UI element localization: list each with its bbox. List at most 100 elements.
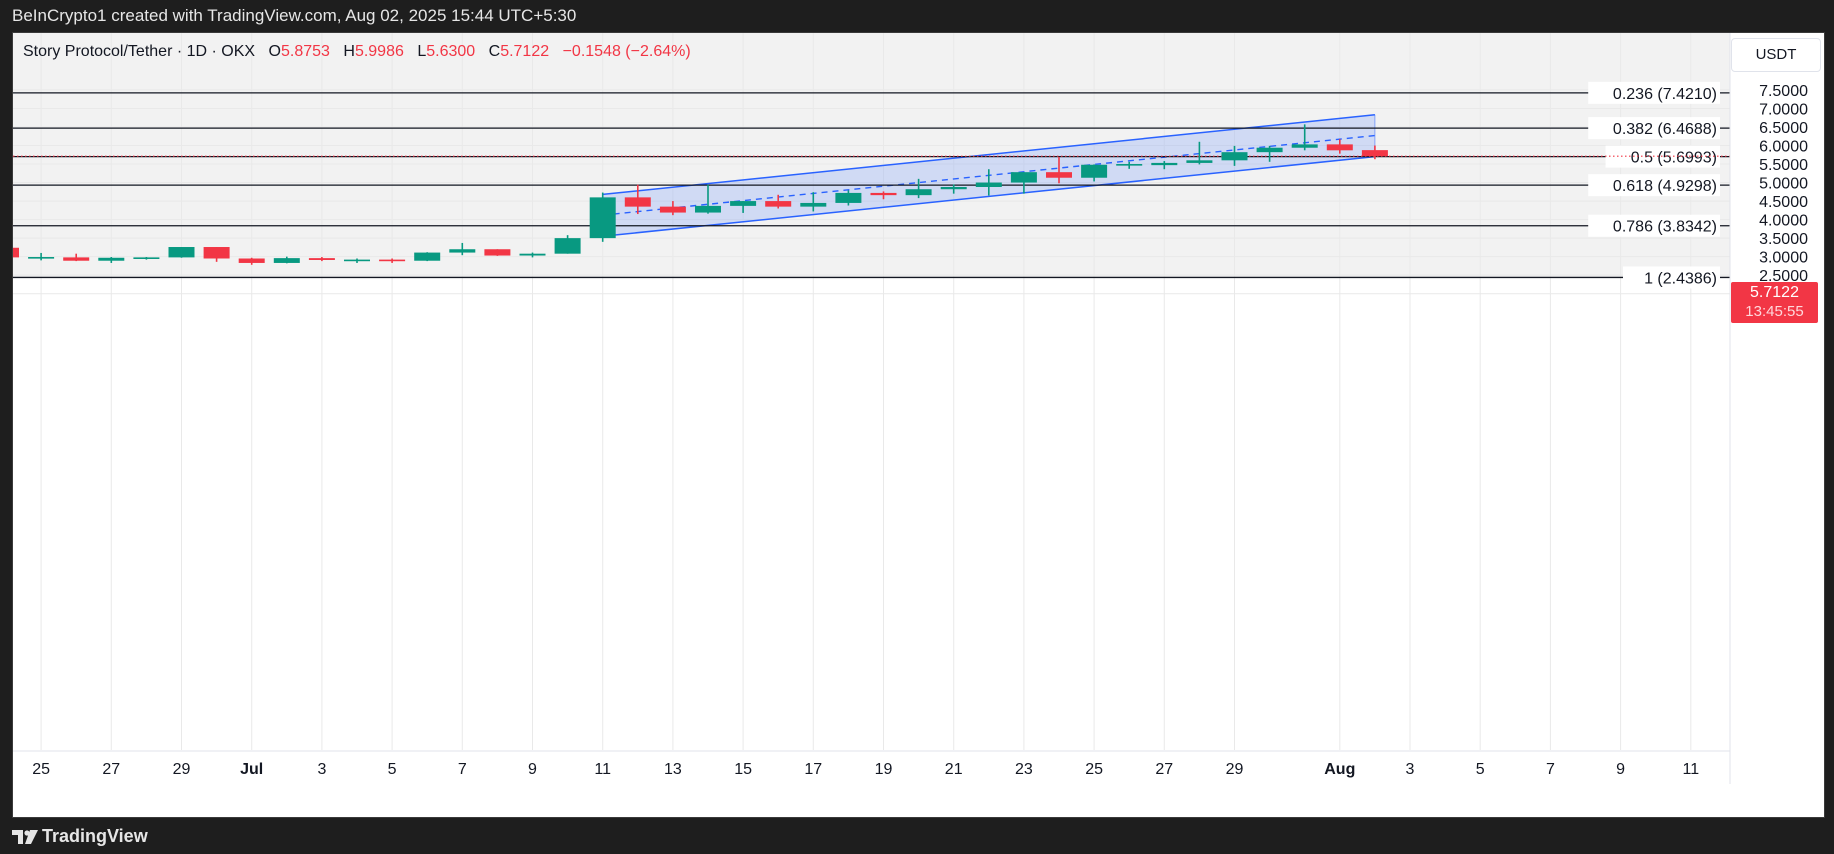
candle-body [1186,160,1213,163]
time-tick-label: 29 [173,761,191,778]
candle-body [414,252,441,261]
candle-body [1221,152,1248,161]
candle-body [203,247,230,259]
attribution-text: BeInCrypto1 created with TradingView.com… [12,6,577,25]
fib-level-label: 0.236 (7.4210) [1613,86,1717,103]
candle-body [13,247,19,258]
fib-level-label: 1 (2.4386) [1644,270,1717,287]
candle [168,247,195,258]
candle-body [940,186,967,190]
candle-body [273,258,300,263]
fib-label-bg [1605,145,1720,168]
candle-body [133,257,160,259]
symbol-name[interactable]: Story Protocol/Tether · 1D · OKX [23,43,256,60]
candle-body [1326,144,1353,151]
candle [940,184,967,194]
time-tick-label: 29 [1226,761,1244,778]
candle-body [379,259,406,262]
tradingview-logo[interactable]: TradingView [0,826,148,846]
candle-body [1010,172,1037,183]
price-tick-label: 4.0000 [1759,213,1808,230]
open-value: 5.8753 [280,43,330,60]
price-tick-label: 6.0000 [1759,139,1808,156]
price-tick-label: 4.5000 [1759,194,1808,211]
candle [765,194,792,209]
fib-level-label: 0.5 (5.6993) [1631,150,1717,167]
channel-lower-line [602,155,1375,238]
time-axis: 25 27 29 Jul 3 5 7 9 11 13 15 17 19 21 23 25 27 29 Aug 3 5 7 9… [32,761,1699,778]
candle-body [1151,162,1178,166]
candle-body [308,258,335,260]
fibonacci-retracement: 0.236 (7.4210) 0.382 (6.4688) 0.5 (5.6993)… [13,81,1730,289]
candle [1046,156,1072,184]
candle [98,257,125,263]
time-tick-label: 17 [804,761,822,778]
time-tick-label: 11 [1682,761,1699,778]
candle-body [554,238,581,254]
change-value: −0.1548 (−2.64%) [562,43,691,60]
candle [800,192,827,212]
time-tick-label: 3 [1406,761,1415,778]
candle [1010,172,1037,194]
candle [379,258,406,263]
time-tick-label: 15 [734,761,752,778]
candle-body [1256,147,1283,153]
candles [13,124,1388,265]
candle-body [1116,164,1143,166]
candle-body [1361,150,1388,157]
grid [13,33,1730,750]
candle [133,257,160,260]
time-tick-label: 19 [875,761,893,778]
candle [238,257,265,265]
candle-body [28,257,55,259]
candle [28,252,55,261]
current-price-value: 5.7122 [1750,284,1799,301]
time-tick-label: 11 [594,761,611,778]
candle-body [484,249,511,256]
candle [203,247,230,262]
candle [1081,164,1108,182]
candle-body [344,259,370,262]
candle [414,252,441,262]
candle [344,258,370,263]
candle [1326,139,1353,154]
candle [519,252,546,258]
candle-body [238,258,265,263]
candle-body [63,257,90,261]
price-tick-label: 5.0000 [1759,176,1808,193]
price-axis-panel [1730,33,1823,784]
time-tick-label: Jul [240,761,263,778]
fib-label-bg [1588,174,1720,197]
price-tick-label: 7.0000 [1759,101,1808,118]
candle [975,169,1002,196]
candle-body [1291,144,1318,148]
time-tick-label: 25 [1085,761,1103,778]
candle-body [975,182,1002,187]
candle-body [695,205,721,213]
bar-countdown: 13:45:55 [1745,303,1804,320]
candle [905,178,932,199]
candle-body [1081,164,1108,178]
close-label: C [488,43,501,60]
candle-body [168,247,195,258]
candle [730,201,757,213]
candle [449,242,476,256]
fib-label-bg [1623,266,1720,289]
candle [695,184,721,214]
candle [63,253,90,262]
time-tick-label: 25 [32,761,50,778]
current-price-tag: 5.7122 13:45:55 [1731,282,1818,323]
fib-label-bg [1588,117,1720,140]
tradingview-logo-icon [12,830,38,845]
candle-body [519,253,546,256]
time-tick-label: 23 [1015,761,1033,778]
price-tick-label: 3.0000 [1759,250,1808,267]
candle [870,191,897,200]
time-tick-label: 27 [1155,761,1173,778]
candle-body [765,201,792,207]
close-value: 5.7122 [500,43,550,60]
currency-unit-button[interactable]: USDT [1731,38,1821,72]
time-tick-label: 9 [1616,761,1625,778]
